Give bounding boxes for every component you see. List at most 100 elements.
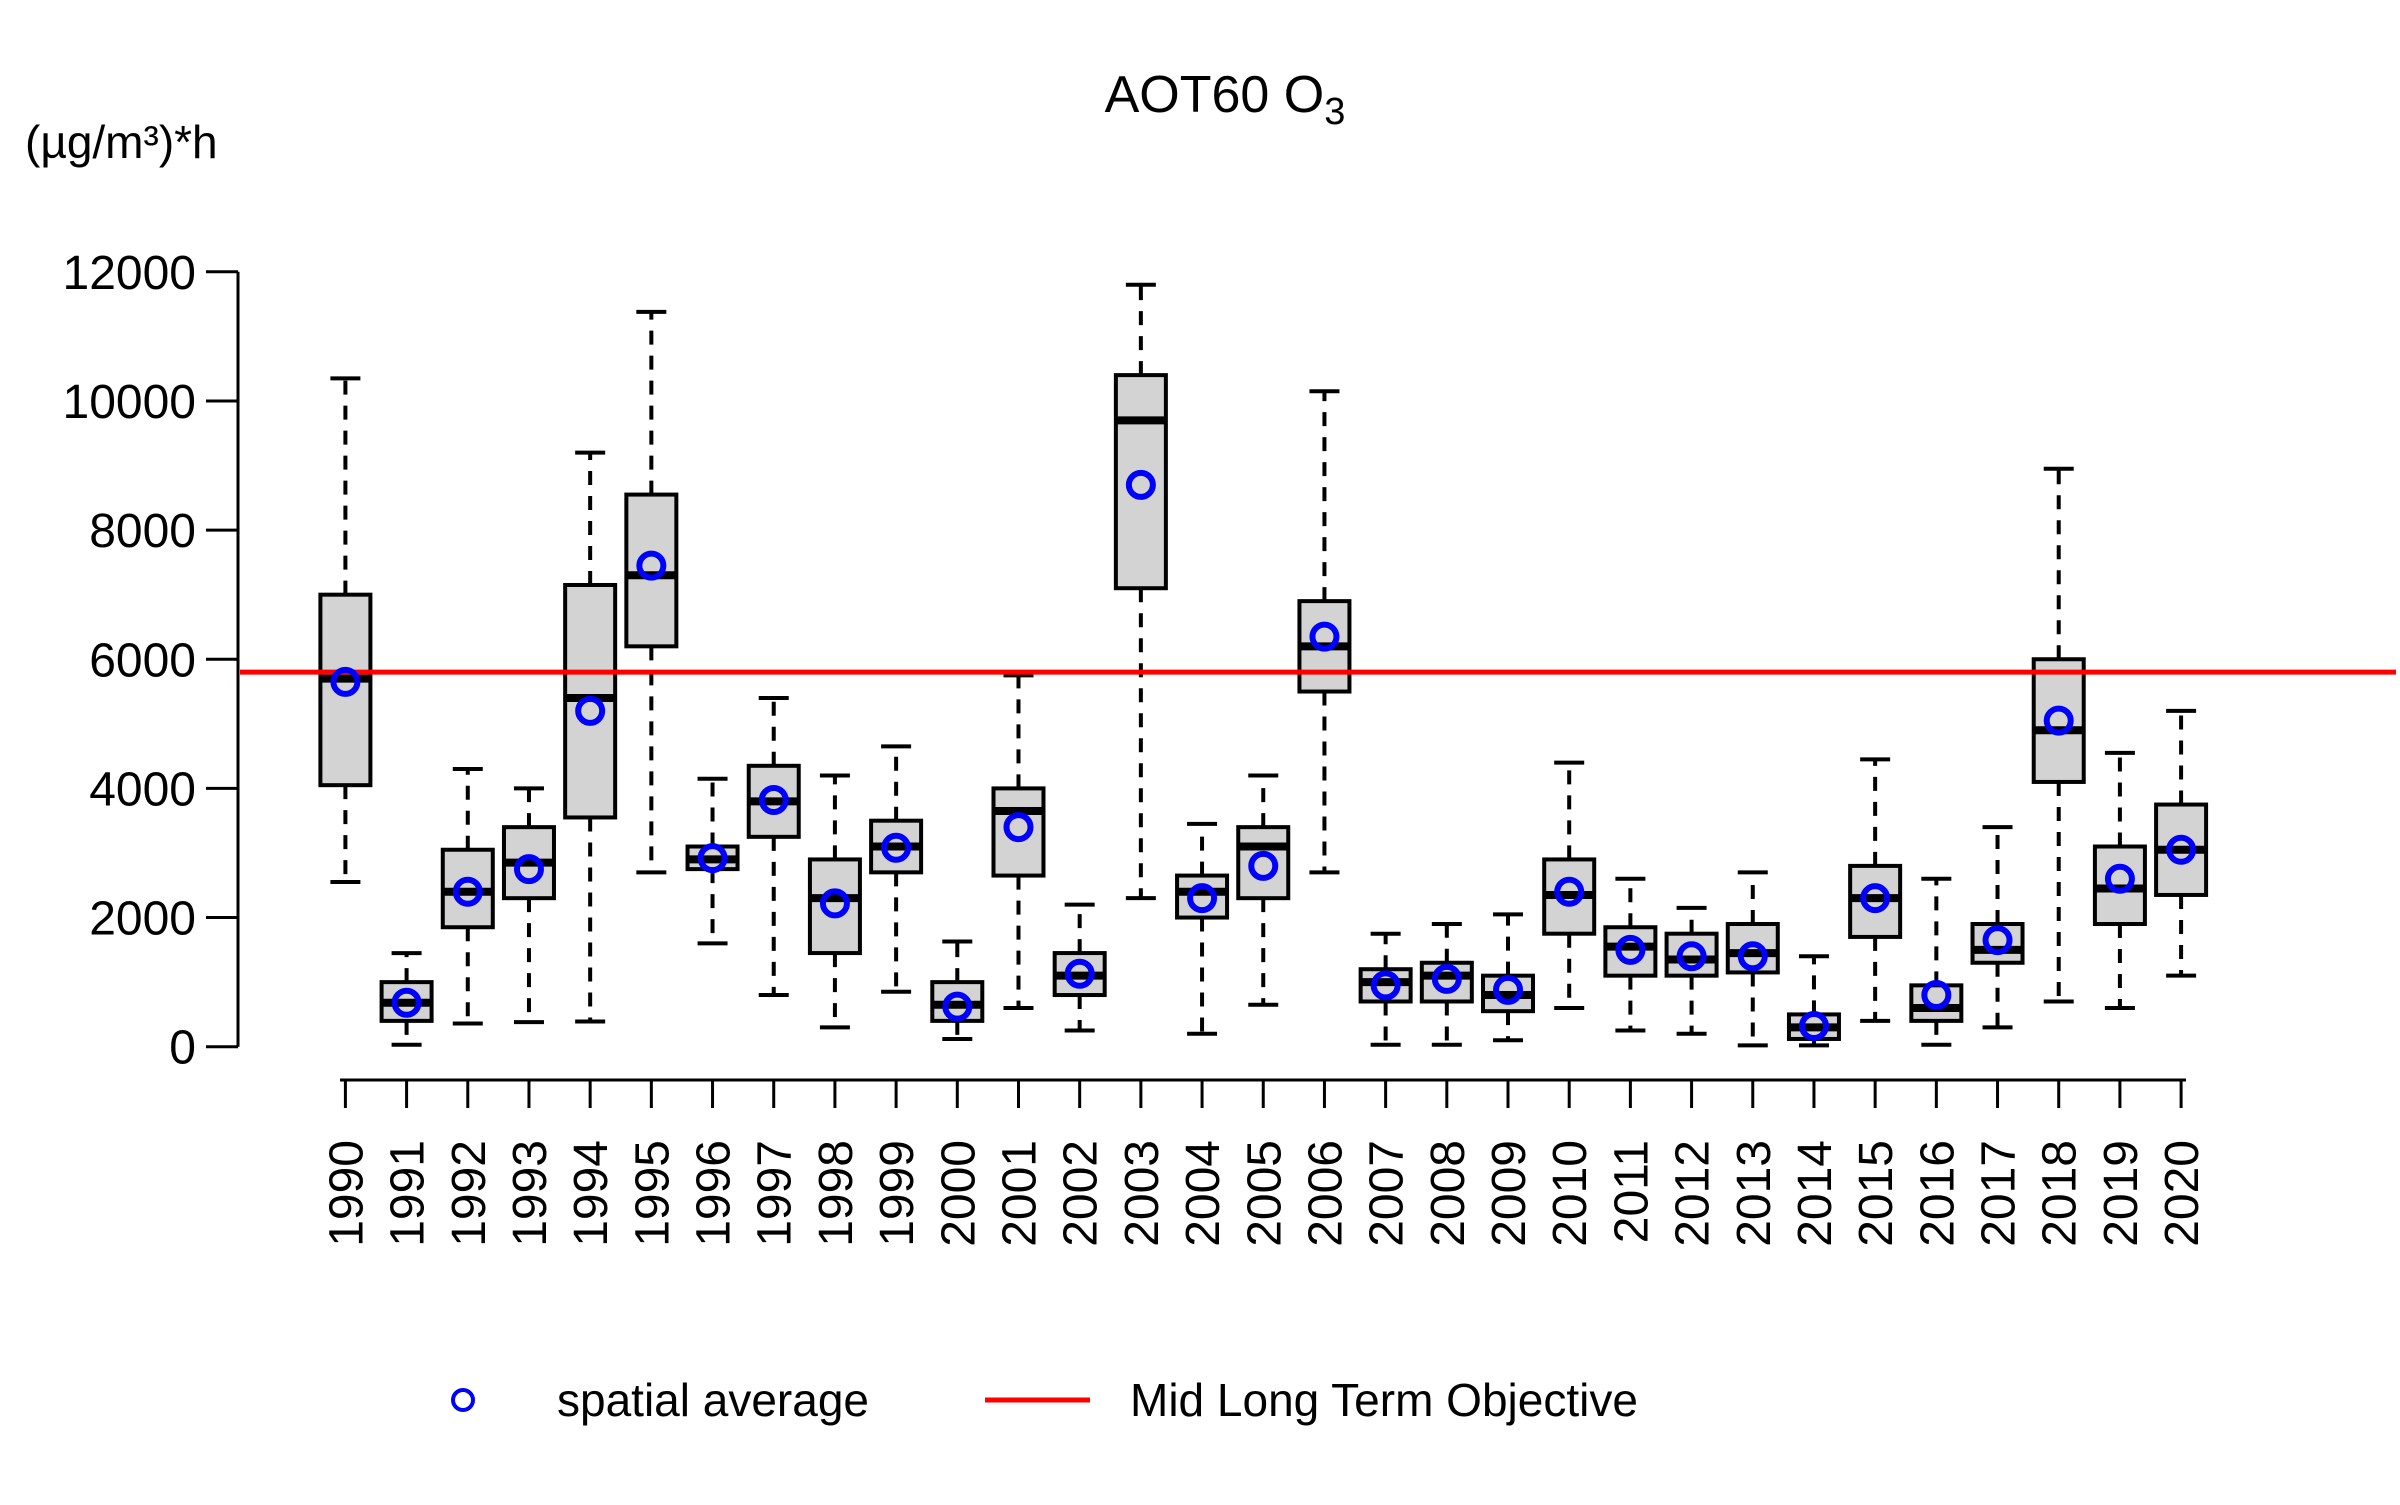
boxplot-2015 (1848, 757, 1903, 1023)
boxplot-2009 (1481, 912, 1536, 1043)
spatial-average-point-1994 (575, 695, 606, 726)
iqr-box (991, 786, 1046, 878)
boxplots (318, 282, 2209, 1048)
legend-objective-label: Mid Long Term Objective (1130, 1374, 1638, 1426)
spatial-average-point-1999 (881, 832, 912, 863)
boxplot-2020 (2154, 708, 2209, 978)
iqr-box (1236, 825, 1291, 901)
x-axis-year-label: 2010 (1544, 1140, 1597, 1247)
boxplot-2013 (1725, 870, 1780, 1048)
spatial-average-point-1991 (391, 987, 422, 1018)
x-axis-year-label: 2015 (1850, 1140, 1903, 1247)
boxplot-2011 (1603, 876, 1658, 1033)
x-axis-year-label: 2013 (1728, 1140, 1781, 1247)
chart-title-main: AOT60 O (1105, 66, 1325, 124)
boxplot-1997 (746, 695, 801, 998)
spatial-average-point-2018 (2043, 705, 2074, 736)
legend: spatial average Mid Long Term Objective (451, 1374, 1638, 1426)
boxplot-2006 (1297, 389, 1352, 875)
x-axis-year-label: 2018 (2034, 1140, 2087, 1247)
x-axis-year-label: 1994 (565, 1140, 618, 1247)
boxplot-2014 (1786, 954, 1841, 1048)
x-axis-year-label: 1991 (382, 1140, 435, 1247)
y-axis-tick-label: 0 (169, 1022, 196, 1075)
boxplot-2001 (991, 673, 1046, 1010)
boxplot-1994 (563, 450, 618, 1024)
x-axis-year-label: 1996 (688, 1140, 741, 1247)
spatial-average-point-2007 (1370, 970, 1401, 1001)
spatial-average-point-1990 (330, 666, 361, 697)
x-axis-year-label: 2017 (1973, 1140, 2026, 1247)
y-axis-tick-label: 12000 (63, 247, 196, 300)
x-axis-year-label: 2020 (2156, 1140, 2209, 1247)
boxplot-1998 (807, 773, 862, 1030)
spatial-average-point-2014 (1798, 1011, 1829, 1042)
legend-spatial-average-label: spatial average (557, 1374, 869, 1426)
boxplot-2002 (1052, 902, 1107, 1033)
chart-title: AOT60 O3 (1105, 66, 1346, 133)
spatial-average-point-2019 (2104, 863, 2135, 894)
y-axis-tick-label: 4000 (89, 763, 196, 816)
spatial-average-point-2017 (1982, 925, 2013, 956)
iqr-box (624, 492, 679, 649)
iqr-box (318, 592, 373, 788)
boxplot-2018 (2031, 466, 2086, 1004)
boxplot-1996 (685, 776, 740, 946)
spatial-average-point-2009 (1493, 974, 1524, 1005)
spatial-average-point-1993 (513, 854, 544, 885)
boxplot-2016 (1909, 876, 1964, 1047)
boxplot-2007 (1358, 931, 1413, 1047)
x-axis: 1990 1991 1992 1993 1994 1995 1996 1997 1998 1999… (320, 1078, 2209, 1247)
boxplot-2000 (930, 939, 985, 1041)
x-axis-year-label: 1992 (443, 1140, 496, 1247)
x-axis-year-label: 2009 (1483, 1140, 1536, 1247)
y-axis-tick-label: 8000 (89, 505, 196, 558)
boxplot-1992 (440, 767, 495, 1026)
legend-spatial-average-icon (451, 1388, 475, 1412)
spatial-average-point-2004 (1187, 883, 1218, 914)
x-axis-year-label: 1999 (871, 1140, 924, 1247)
spatial-average-point-2015 (1860, 883, 1891, 914)
spatial-average-point-2012 (1676, 941, 1707, 972)
spatial-average-point-2001 (1003, 812, 1034, 843)
spatial-average-point-2020 (2166, 834, 2197, 865)
spatial-average-points (330, 469, 2197, 1042)
spatial-average-point-2011 (1615, 934, 1646, 965)
spatial-average-point-2013 (1737, 941, 1768, 972)
x-axis-year-label: 2004 (1177, 1140, 1230, 1247)
x-axis-year-label: 1998 (810, 1140, 863, 1247)
x-axis-year-label: 2002 (1055, 1140, 1108, 1247)
x-axis-year-label: 2003 (1116, 1140, 1169, 1247)
iqr-box (1909, 983, 1964, 1023)
boxplot-2008 (1419, 922, 1474, 1047)
x-axis-year-label: 2000 (932, 1140, 985, 1247)
boxplot-1993 (501, 786, 556, 1025)
x-axis-year-label: 2014 (1789, 1140, 1842, 1247)
iqr-box (1113, 373, 1168, 591)
x-axis-year-label: 2005 (1238, 1140, 1291, 1247)
y-axis-unit-label: (µg/m³)*h (25, 116, 218, 168)
x-axis-year-label: 2006 (1299, 1140, 1352, 1247)
spatial-average-point-2010 (1554, 876, 1585, 907)
spatial-average-point-1996 (697, 843, 728, 874)
y-axis-tick-label: 10000 (63, 376, 196, 429)
boxplot-2003 (1113, 282, 1168, 901)
y-axis: 0 2000 4000 6000 8000 10000 12000 (63, 247, 240, 1075)
boxplot-1991 (379, 951, 434, 1047)
chart-title-subscript: 3 (1324, 91, 1345, 133)
spatial-average-point-2003 (1125, 469, 1156, 500)
iqr-box (1603, 925, 1658, 978)
x-axis-year-label: 2011 (1605, 1140, 1658, 1243)
x-axis-year-label: 1995 (626, 1140, 679, 1247)
boxplot-2019 (2092, 750, 2147, 1010)
x-axis-year-label: 2007 (1361, 1140, 1414, 1247)
spatial-average-point-2008 (1431, 963, 1462, 994)
iqr-box (1725, 922, 1780, 975)
boxplot-2005 (1236, 773, 1291, 1007)
spatial-average-point-1992 (452, 876, 483, 907)
boxplot-2004 (1175, 821, 1230, 1036)
boxplot-2017 (1970, 825, 2025, 1030)
x-axis-year-label: 1990 (320, 1140, 373, 1247)
